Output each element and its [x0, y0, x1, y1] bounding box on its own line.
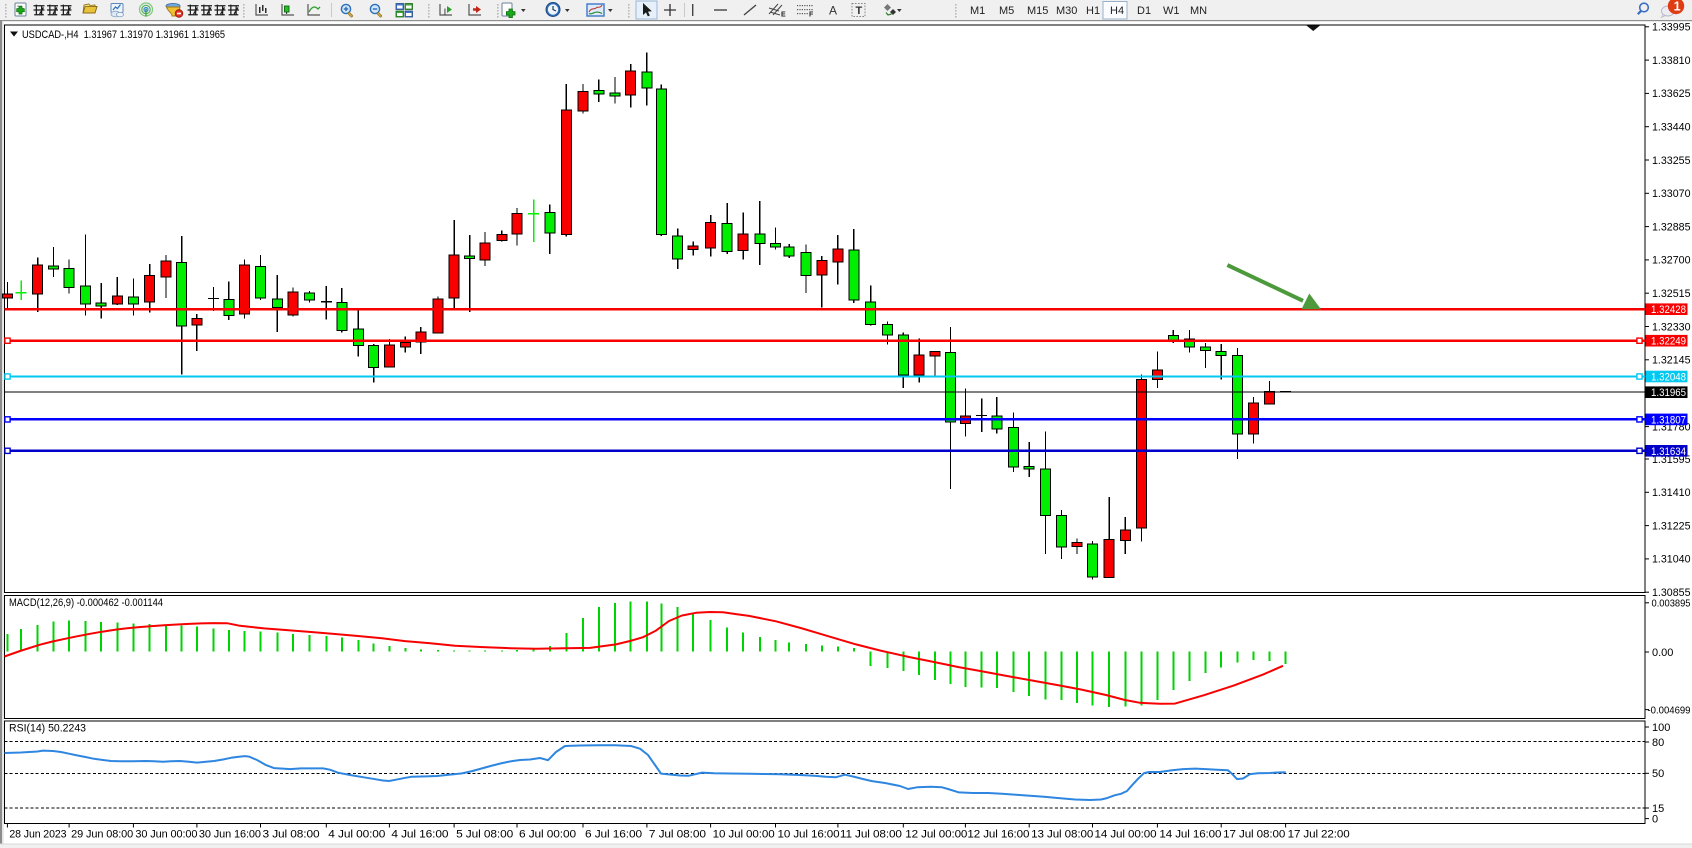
svg-text:4 Jul 00:00: 4 Jul 00:00 — [328, 829, 385, 841]
svg-text:6 Jul 16:00: 6 Jul 16:00 — [585, 829, 642, 841]
svg-text:USDCAD-,H4 1.31967 1.31970 1.: USDCAD-,H4 1.31967 1.31970 1.31961 1.319… — [22, 29, 225, 41]
svg-text:10 Jul 16:00: 10 Jul 16:00 — [778, 829, 840, 841]
svg-text:28 Jun 2023: 28 Jun 2023 — [9, 829, 66, 841]
svg-text:1.33625: 1.33625 — [1652, 88, 1691, 100]
svg-text:RSI(14) 50.2243: RSI(14) 50.2243 — [9, 723, 86, 735]
svg-text:30 Jun 00:00: 30 Jun 00:00 — [135, 829, 197, 841]
svg-text:MN: MN — [1190, 5, 1207, 17]
svg-text:E: E — [781, 12, 786, 19]
svg-text:A: A — [829, 4, 837, 18]
svg-text:5 Jul 08:00: 5 Jul 08:00 — [456, 829, 513, 841]
svg-text:M30: M30 — [1056, 5, 1077, 17]
svg-text:100: 100 — [1652, 722, 1670, 734]
svg-text:M1: M1 — [970, 5, 985, 17]
svg-text:0.00: 0.00 — [1652, 647, 1673, 659]
svg-text:29 Jun 08:00: 29 Jun 08:00 — [71, 829, 133, 841]
svg-text:6 Jul 00:00: 6 Jul 00:00 — [519, 829, 576, 841]
svg-text:1.31965: 1.31965 — [1651, 387, 1686, 399]
svg-text:0.003895: 0.003895 — [1652, 599, 1691, 610]
svg-text:H1: H1 — [1086, 5, 1100, 17]
svg-text:12 Jul 16:00: 12 Jul 16:00 — [967, 829, 1029, 841]
svg-text:1.30855: 1.30855 — [1652, 587, 1691, 599]
svg-text:MACD(12,26,9) -0.000462 -0.001: MACD(12,26,9) -0.000462 -0.001144 — [9, 597, 163, 609]
svg-text:3 Jul 08:00: 3 Jul 08:00 — [263, 829, 320, 841]
svg-text:1.32330: 1.32330 — [1652, 321, 1691, 333]
svg-text:1.33440: 1.33440 — [1652, 122, 1691, 134]
svg-text:15: 15 — [1652, 803, 1664, 815]
svg-text:14 Jul 00:00: 14 Jul 00:00 — [1095, 829, 1157, 841]
svg-text:17 Jul 08:00: 17 Jul 08:00 — [1223, 829, 1285, 841]
svg-text:1.32515: 1.32515 — [1652, 288, 1691, 300]
svg-text:7 Jul 08:00: 7 Jul 08:00 — [649, 829, 706, 841]
svg-text:50: 50 — [1652, 768, 1664, 780]
svg-text:10 Jul 00:00: 10 Jul 00:00 — [713, 829, 775, 841]
svg-text:1.33995: 1.33995 — [1652, 22, 1691, 34]
svg-text:1: 1 — [1674, 0, 1681, 13]
svg-text:11 Jul 08:00: 11 Jul 08:00 — [840, 829, 902, 841]
svg-text:12 Jul 00:00: 12 Jul 00:00 — [905, 829, 967, 841]
svg-text:1.32885: 1.32885 — [1652, 221, 1691, 233]
svg-text:1.31634: 1.31634 — [1651, 446, 1686, 458]
svg-text:1.32249: 1.32249 — [1651, 336, 1686, 348]
svg-text:F: F — [809, 12, 814, 19]
svg-text:1.33255: 1.33255 — [1652, 155, 1691, 167]
svg-text:30 Jun 16:00: 30 Jun 16:00 — [199, 829, 261, 841]
svg-text:M5: M5 — [999, 5, 1014, 17]
svg-text:M15: M15 — [1027, 5, 1048, 17]
svg-text:1.33070: 1.33070 — [1652, 188, 1691, 200]
svg-text:T: T — [856, 5, 863, 17]
svg-text:4 Jul 16:00: 4 Jul 16:00 — [391, 829, 448, 841]
svg-text:W1: W1 — [1163, 5, 1180, 17]
svg-text:-0.004699: -0.004699 — [1648, 705, 1691, 716]
svg-text:1.31807: 1.31807 — [1651, 414, 1686, 426]
svg-text:14 Jul 16:00: 14 Jul 16:00 — [1159, 829, 1221, 841]
svg-text:1.31040: 1.31040 — [1652, 554, 1691, 566]
svg-text:1.31410: 1.31410 — [1652, 487, 1691, 499]
svg-text:1.32048: 1.32048 — [1651, 372, 1686, 384]
svg-text:1.31595: 1.31595 — [1652, 454, 1691, 466]
svg-text:1.31225: 1.31225 — [1652, 520, 1691, 532]
svg-text:D1: D1 — [1137, 5, 1151, 17]
svg-text:1.32145: 1.32145 — [1652, 355, 1691, 367]
svg-text:17 Jul 22:00: 17 Jul 22:00 — [1288, 829, 1350, 841]
svg-text:13 Jul 08:00: 13 Jul 08:00 — [1031, 829, 1093, 841]
svg-text:1.33810: 1.33810 — [1652, 55, 1691, 67]
svg-text:0: 0 — [1652, 813, 1658, 825]
svg-text:1.32428: 1.32428 — [1651, 304, 1686, 316]
svg-text:1.32700: 1.32700 — [1652, 255, 1691, 267]
svg-text:80: 80 — [1652, 737, 1664, 749]
svg-text:H4: H4 — [1110, 5, 1124, 17]
